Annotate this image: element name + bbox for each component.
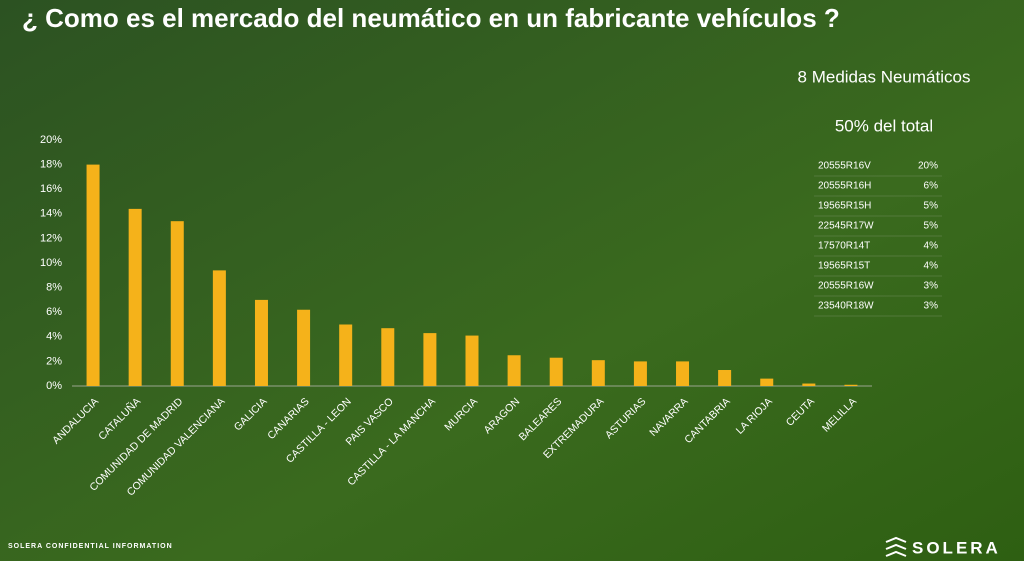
bar xyxy=(760,378,774,386)
y-tick-label: 8% xyxy=(46,282,62,294)
bar xyxy=(718,370,732,386)
size-share: 6% xyxy=(924,181,939,192)
bar xyxy=(507,355,521,386)
logo: SOLERA xyxy=(912,538,1001,557)
bar xyxy=(549,357,563,386)
bar xyxy=(423,333,437,386)
bar xyxy=(844,384,858,386)
size-share: 3% xyxy=(924,281,939,292)
bar xyxy=(802,383,816,386)
bar xyxy=(465,335,479,386)
bar xyxy=(676,361,690,386)
bar xyxy=(254,299,268,386)
size-code: 17570R14T xyxy=(818,241,870,252)
bar xyxy=(170,221,184,386)
y-tick-label: 0% xyxy=(46,380,62,392)
y-tick-label: 2% xyxy=(46,355,62,367)
y-tick-label: 18% xyxy=(40,159,62,171)
panel-heading: 8 Medidas Neumáticos xyxy=(798,67,971,86)
size-code: 22545R17W xyxy=(818,221,874,232)
size-share: 5% xyxy=(924,221,939,232)
size-code: 23540R18W xyxy=(818,301,874,312)
bar xyxy=(633,361,647,386)
y-tick-label: 6% xyxy=(46,306,62,318)
y-tick-label: 4% xyxy=(46,331,62,343)
y-tick-label: 20% xyxy=(40,134,62,146)
logo-icon xyxy=(885,536,907,557)
y-tick-label: 10% xyxy=(40,257,62,269)
bar xyxy=(128,208,142,386)
size-code: 20555R16H xyxy=(818,181,871,192)
size-share: 20% xyxy=(918,161,938,172)
y-tick-label: 16% xyxy=(40,183,62,195)
y-tick-label: 14% xyxy=(40,208,62,220)
size-share: 4% xyxy=(924,241,939,252)
bar xyxy=(381,328,395,386)
bar xyxy=(591,360,605,386)
bar xyxy=(297,309,311,386)
size-share: 5% xyxy=(924,201,939,212)
size-code: 20555R16W xyxy=(818,281,874,292)
bar xyxy=(86,164,100,386)
size-code: 19565R15H xyxy=(818,201,871,212)
panel-share: 50% del total xyxy=(835,116,933,135)
slide-title: ¿ Como es el mercado del neumático en un… xyxy=(22,3,840,33)
size-share: 4% xyxy=(924,261,939,272)
size-share: 3% xyxy=(924,301,939,312)
bar xyxy=(339,324,353,386)
y-tick-label: 12% xyxy=(40,232,62,244)
size-code: 19565R15T xyxy=(818,261,870,272)
footer: SOLERA CONFIDENTIAL INFORMATION xyxy=(8,543,173,550)
size-code: 20555R16V xyxy=(818,161,871,172)
bar xyxy=(212,270,226,386)
